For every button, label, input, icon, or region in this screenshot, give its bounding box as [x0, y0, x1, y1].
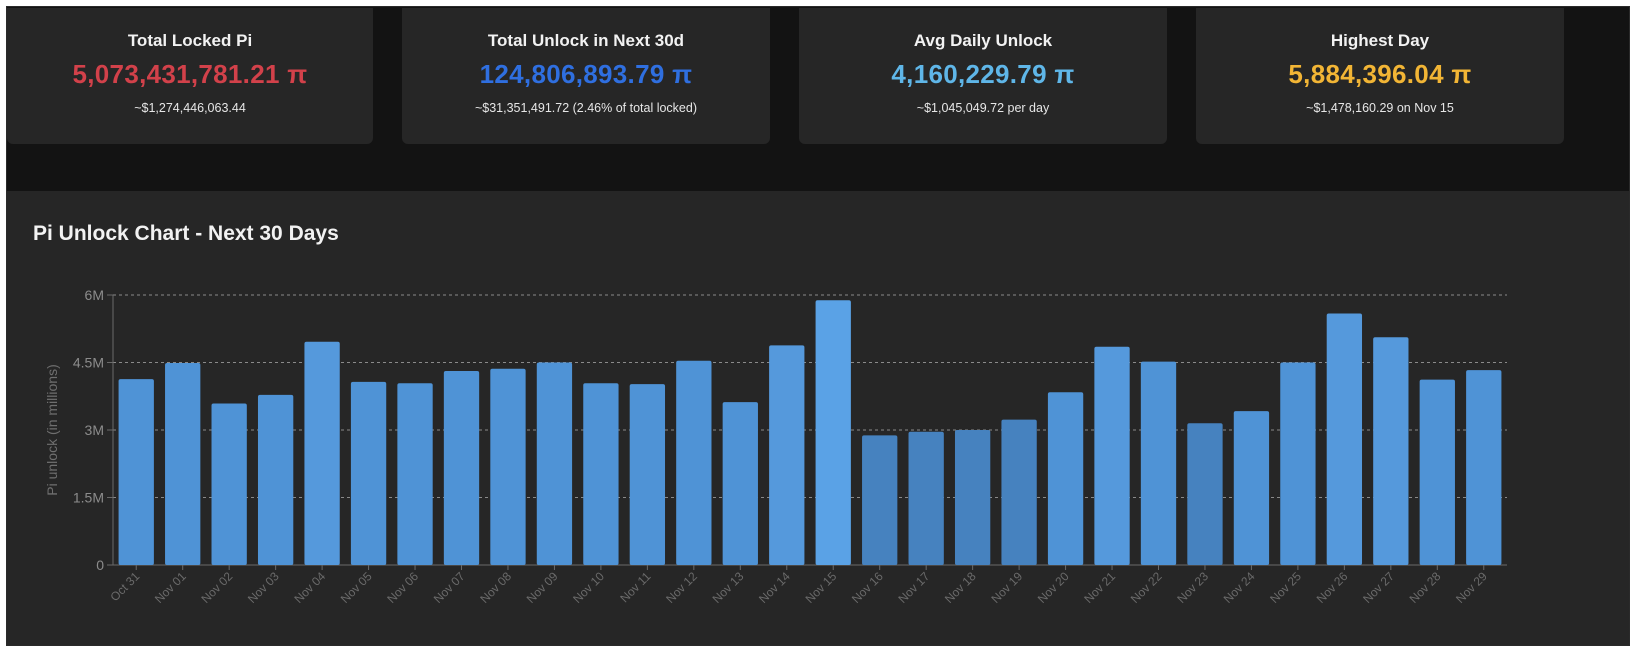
- bar-nov-22: [1140, 361, 1177, 565]
- bar-nov-17: [908, 431, 944, 565]
- card-avg-daily: Avg Daily Unlock 4,160,229.79 π ~$1,045,…: [799, 8, 1167, 144]
- x-tick-label: Nov 13: [710, 569, 747, 606]
- bar-nov-19: [1001, 419, 1037, 565]
- bar-nov-29: [1466, 370, 1502, 565]
- card-total-locked: Total Locked Pi 5,073,431,781.21 π ~$1,2…: [7, 8, 373, 144]
- x-tick-label: Nov 09: [524, 569, 561, 606]
- bar-nov-12: [676, 360, 712, 565]
- x-tick-label: Nov 26: [1314, 569, 1351, 606]
- bar-nov-16: [862, 435, 898, 565]
- card-unlock-30d: Total Unlock in Next 30d 124,806,893.79 …: [402, 8, 770, 144]
- x-tick-label: Nov 07: [431, 569, 468, 606]
- bar-nov-02: [211, 403, 247, 565]
- x-tick-label: Nov 08: [477, 569, 514, 606]
- x-tick-label: Nov 02: [198, 569, 235, 606]
- x-tick-label: Nov 03: [245, 569, 282, 606]
- bar-nov-25: [1280, 362, 1316, 565]
- y-axis-label: Pi unlock (in millions): [44, 364, 60, 495]
- x-tick-label: Nov 15: [803, 569, 840, 606]
- bar-nov-03: [257, 394, 294, 565]
- card-value: 5,884,396.04 π: [1288, 59, 1472, 89]
- x-tick-label: Nov 17: [895, 569, 932, 606]
- card-subtext: ~$1,478,160.29 on Nov 15: [1306, 101, 1454, 115]
- x-tick-label: Nov 16: [849, 569, 886, 606]
- bar-nov-14: [769, 345, 805, 565]
- x-tick-label: Nov 04: [291, 569, 328, 606]
- bar-oct-31: [118, 379, 154, 565]
- bar-nov-11: [629, 384, 666, 565]
- x-tick-label: Nov 14: [756, 569, 793, 606]
- bar-nov-26: [1326, 313, 1363, 565]
- chart-panel: Pi Unlock Chart - Next 30 Days 0 1.5M 3M 4.…: [7, 191, 1629, 645]
- bar-nov-13: [722, 402, 758, 565]
- x-tick-label: Nov 11: [617, 569, 653, 605]
- x-tick-label: Nov 25: [1267, 569, 1304, 606]
- x-tick-label: Nov 27: [1360, 569, 1397, 606]
- card-title: Total Unlock in Next 30d: [487, 31, 685, 50]
- chart-title: Pi Unlock Chart - Next 30 Days: [33, 222, 339, 245]
- x-tick-label: Nov 01: [152, 569, 189, 606]
- x-tick-label: Nov 18: [942, 569, 979, 606]
- dashboard-frame: Total Locked Pi 5,073,431,781.21 π ~$1,2…: [6, 6, 1630, 646]
- bar-nov-06: [397, 383, 433, 565]
- card-subtext: ~$1,045,049.72 per day: [916, 101, 1050, 115]
- bar-nov-04: [304, 341, 340, 565]
- bar-nov-09: [536, 362, 573, 565]
- x-tick-label: Oct 31: [107, 569, 142, 604]
- y-tick-label: 3M: [85, 422, 104, 438]
- bar-nov-28: [1419, 379, 1455, 565]
- x-tick-label: Nov 06: [384, 569, 421, 606]
- bar-nov-23: [1187, 423, 1223, 565]
- x-tick-label: Nov 24: [1221, 569, 1258, 606]
- x-tick-label: Nov 22: [1128, 569, 1165, 606]
- bar-nov-08: [490, 368, 526, 565]
- unlock-bar-chart: 0 1.5M 3M 4.5M 6M Pi unlock (in millions) Oct …: [44, 287, 1507, 606]
- card-value: 4,160,229.79 π: [891, 59, 1075, 89]
- y-tick-label: 4.5M: [73, 355, 104, 371]
- card-title: Avg Daily Unlock: [913, 31, 1053, 50]
- x-tick-label: Nov 21: [1081, 569, 1118, 606]
- x-tick-label: Nov 23: [1174, 569, 1211, 606]
- bar-nov-15: [815, 300, 851, 565]
- x-tick-label: Nov 19: [988, 569, 1025, 606]
- x-tick-label: Nov 29: [1453, 569, 1490, 606]
- x-tick-label: Nov 20: [1035, 569, 1072, 606]
- card-value: 124,806,893.79 π: [479, 59, 693, 89]
- bar-nov-24: [1233, 411, 1270, 565]
- bar-nov-18: [954, 430, 991, 565]
- bar-nov-10: [583, 383, 619, 565]
- y-tick-label: 1.5M: [73, 490, 104, 506]
- x-tick-label: Nov 10: [570, 569, 607, 606]
- y-tick-label: 0: [96, 557, 104, 573]
- bar-nov-21: [1094, 346, 1130, 565]
- bar-nov-07: [443, 371, 480, 565]
- summary-cards: Total Locked Pi 5,073,431,781.21 π ~$1,2…: [7, 7, 1629, 152]
- card-title: Highest Day: [1330, 31, 1430, 50]
- x-tick-label: Nov 12: [663, 569, 700, 606]
- bar-nov-05: [350, 381, 387, 565]
- bar-nov-20: [1047, 392, 1084, 565]
- y-tick-label: 6M: [85, 287, 104, 303]
- card-subtext: ~$31,351,491.72 (2.46% of total locked): [474, 101, 698, 115]
- card-title: Total Locked Pi: [127, 31, 253, 50]
- bar-nov-27: [1373, 337, 1409, 565]
- x-tick-label: Nov 05: [338, 569, 375, 606]
- card-subtext: ~$1,274,446,063.44: [134, 101, 246, 115]
- card-value: 5,073,431,781.21 π: [72, 59, 308, 89]
- card-highest-day: Highest Day 5,884,396.04 π ~$1,478,160.2…: [1196, 8, 1564, 144]
- bar-nov-01: [165, 362, 201, 565]
- x-tick-label: Nov 28: [1407, 569, 1444, 606]
